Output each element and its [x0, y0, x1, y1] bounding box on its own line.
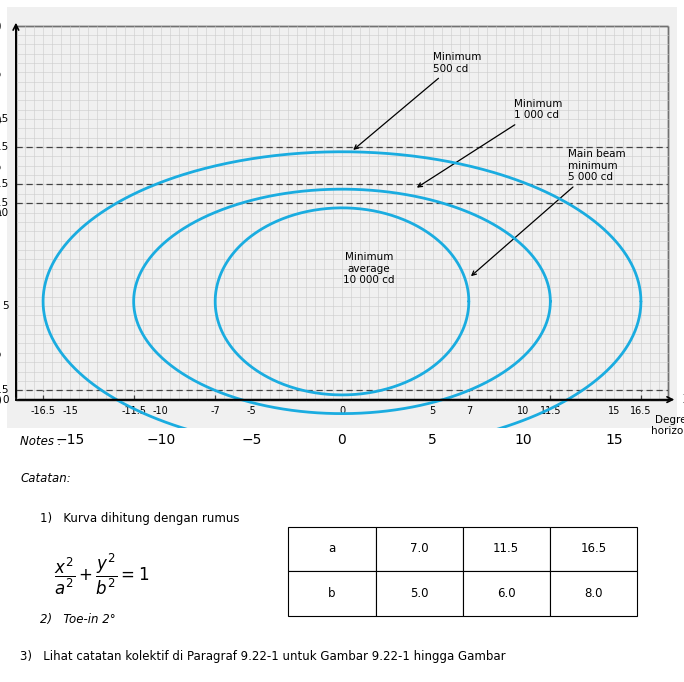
Text: 0: 0	[339, 406, 345, 416]
Bar	[462, 572, 550, 616]
Bar	[550, 572, 637, 616]
Text: 11.5: 11.5	[0, 179, 9, 190]
Text: 0.5: 0.5	[0, 385, 9, 396]
Text: -16.5: -16.5	[31, 406, 55, 416]
Text: 11.5: 11.5	[493, 542, 519, 555]
Text: 15: 15	[0, 114, 9, 124]
Text: -15: -15	[62, 406, 78, 416]
Text: Degrees
horizontal: Degrees horizontal	[651, 415, 684, 436]
Text: 6.0: 6.0	[497, 587, 516, 600]
Text: 10.5: 10.5	[0, 198, 9, 208]
Bar	[16, 25, 668, 400]
Bar	[289, 572, 376, 616]
Text: 5.0: 5.0	[410, 587, 428, 600]
Text: 11.5: 11.5	[540, 406, 561, 416]
Text: Minimum
1 000 cd: Minimum 1 000 cd	[418, 99, 562, 187]
Bar	[550, 527, 637, 572]
Text: 10: 10	[517, 406, 529, 416]
Text: X: X	[683, 393, 684, 406]
Text: 16.5: 16.5	[580, 542, 607, 555]
Text: 3)   Lihat catatan kolektif di Paragraf 9.22-1 untuk Gambar 9.22-1 hingga Gambar: 3) Lihat catatan kolektif di Paragraf 9.…	[21, 651, 506, 664]
Text: 7: 7	[466, 406, 472, 416]
Text: 15: 15	[607, 406, 620, 416]
Bar	[376, 527, 462, 572]
Text: 16.5: 16.5	[630, 406, 652, 416]
Text: 13.5: 13.5	[0, 142, 9, 152]
Text: b: b	[328, 587, 336, 600]
Bar	[289, 527, 376, 572]
Text: a: a	[328, 542, 336, 555]
Text: Main beam
minimum
5 000 cd: Main beam minimum 5 000 cd	[472, 149, 626, 276]
Text: 1)   Kurva dihitung dengan rumus: 1) Kurva dihitung dengan rumus	[40, 512, 240, 525]
Bar	[376, 572, 462, 616]
Text: Notes :: Notes :	[21, 435, 62, 448]
Text: 5: 5	[2, 301, 9, 311]
Bar	[462, 527, 550, 572]
Text: Minimum
average
10 000 cd: Minimum average 10 000 cd	[343, 252, 395, 285]
Text: -7: -7	[210, 406, 220, 416]
Text: -5: -5	[246, 406, 256, 416]
Text: $\dfrac{x^2}{a^2} + \dfrac{y^2}{b^2} = 1$: $\dfrac{x^2}{a^2} + \dfrac{y^2}{b^2} = 1…	[54, 552, 149, 597]
Text: 5: 5	[430, 406, 436, 416]
Text: 0: 0	[2, 395, 9, 404]
Text: -11.5: -11.5	[121, 406, 146, 416]
Text: 8.0: 8.0	[584, 587, 603, 600]
Text: 7.0: 7.0	[410, 542, 428, 555]
Text: 10: 10	[0, 207, 9, 218]
Text: Catatan:: Catatan:	[21, 472, 71, 485]
Text: Minimum
500 cd: Minimum 500 cd	[354, 52, 481, 149]
Text: 2)   Toe-in 2°: 2) Toe-in 2°	[40, 613, 116, 626]
Text: -10: -10	[153, 406, 169, 416]
